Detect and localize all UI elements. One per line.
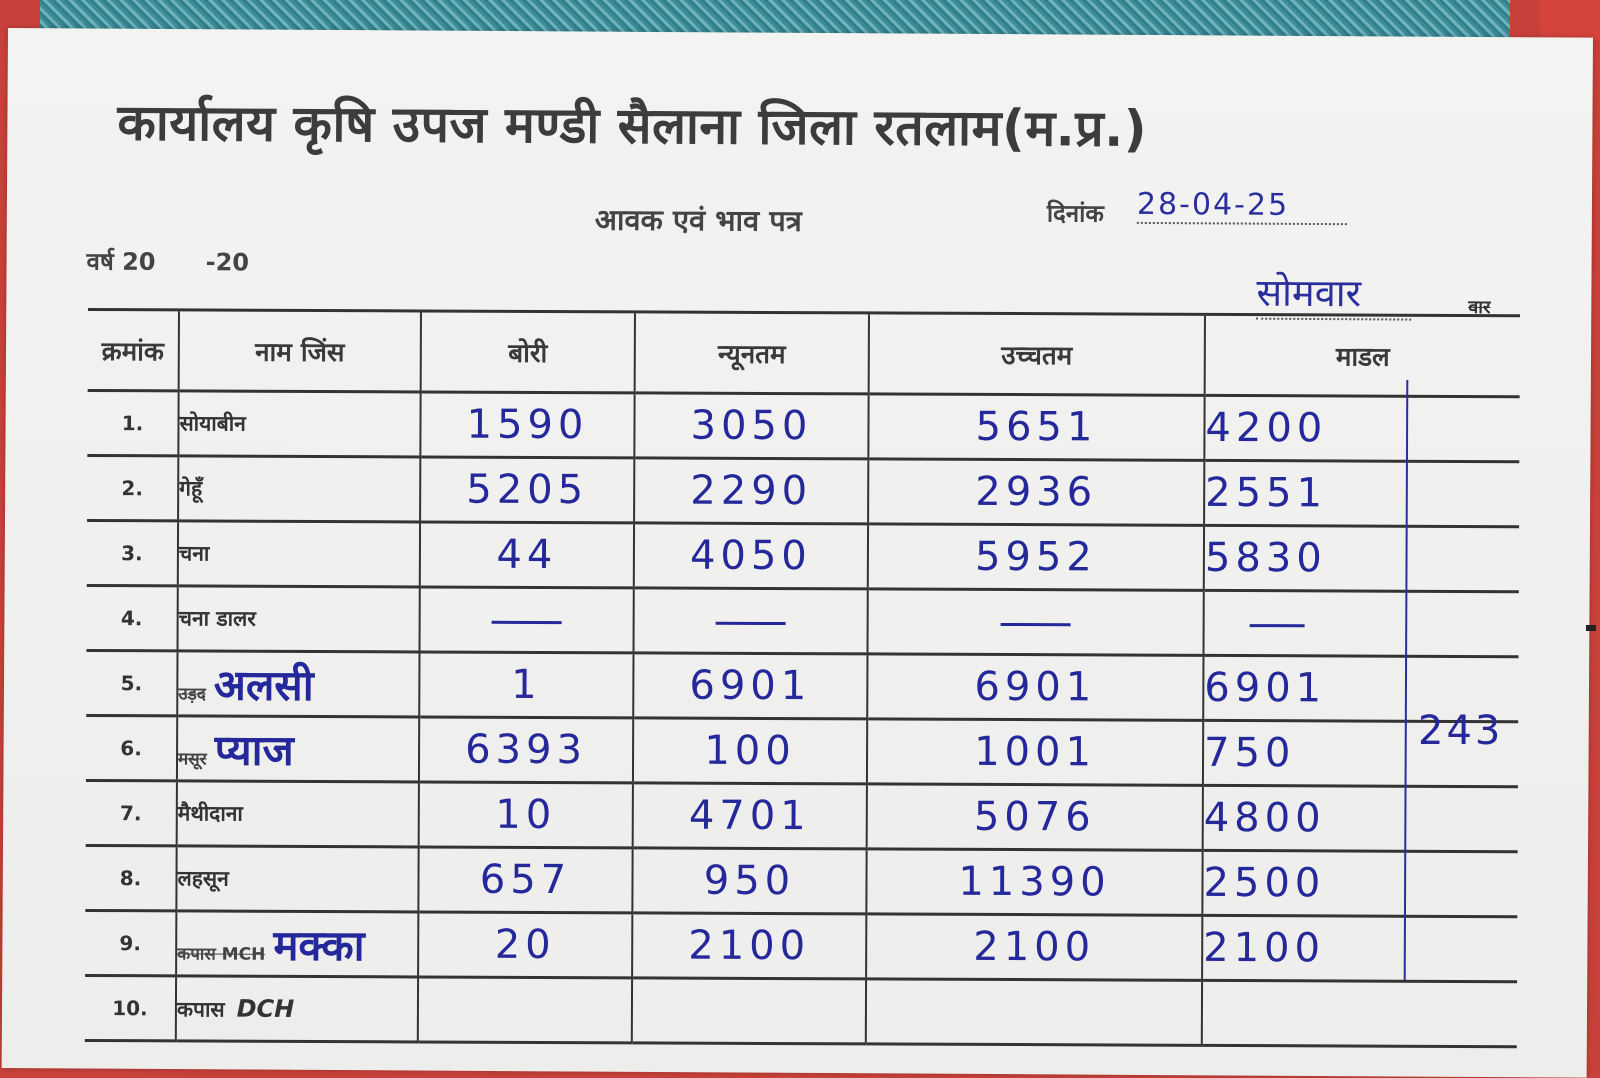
- row-bags: 44: [419, 521, 635, 588]
- row-serial: 7.: [85, 780, 177, 846]
- row-commodity: सोयाबीन: [178, 390, 421, 457]
- struck-name: मसूर: [177, 748, 207, 770]
- row-max: 5076: [866, 783, 1203, 851]
- dash-mark: [1000, 622, 1071, 626]
- extra-value-note: 243: [1418, 708, 1504, 754]
- col-header-commodity: नाम जिंस: [178, 309, 421, 392]
- table-row: 3. चना 44 4050 5952 5830: [86, 520, 1520, 592]
- row-min: 100: [632, 717, 868, 784]
- row-model: 5830: [1203, 525, 1520, 592]
- dash-mark: [491, 620, 562, 624]
- row-model: 4800: [1202, 785, 1518, 852]
- row-bags: 6393: [418, 716, 634, 783]
- table-row: 10. कपास DCH: [84, 975, 1518, 1047]
- row-min: 3050: [634, 392, 869, 459]
- date-value: 28-04-25: [1136, 186, 1348, 226]
- row-min: 950: [632, 847, 867, 914]
- dash-mark: [715, 621, 786, 625]
- row-serial: 6.: [85, 715, 178, 781]
- background-red-strip: [1540, 0, 1600, 40]
- row-model: 2551: [1204, 460, 1520, 527]
- binding-clip: [1586, 625, 1596, 631]
- table-row: 1. सोयाबीन 1590 3050 5651 4200: [87, 390, 1520, 462]
- row-commodity: चना डालर: [177, 585, 420, 652]
- row-commodity: मसूर प्याज: [176, 715, 420, 782]
- table-row: 8. लहसून 657 950 11390 2500: [85, 845, 1518, 917]
- row-serial: 3.: [86, 520, 179, 586]
- row-max: 6901: [867, 653, 1204, 721]
- row-bags: 10: [418, 781, 633, 848]
- year-label: वर्ष 20 -20: [86, 247, 250, 277]
- row-max: 2936: [868, 458, 1205, 526]
- row-serial: 10.: [84, 975, 177, 1041]
- row-bags: 657: [418, 846, 633, 913]
- row-max: [865, 978, 1203, 1046]
- table-row: 2. गेहूँ 5205 2290 2936 2551: [87, 455, 1520, 527]
- col-header-serial: क्रमांक: [87, 309, 179, 391]
- date-label: दिनांक: [1046, 199, 1104, 228]
- page-title: कार्यालय कृषि उपज मण्डी सैलाना जिला रतला…: [117, 93, 1148, 158]
- handwritten-name: प्याज: [214, 725, 294, 775]
- table-row: 4. चना डालर: [86, 585, 1519, 657]
- row-model: 2500: [1202, 850, 1518, 917]
- commodity-variant: DCH: [236, 994, 295, 1023]
- row-serial: 9.: [85, 910, 177, 976]
- row-commodity: उड़द अलसी: [177, 650, 420, 717]
- table-row: 7. मैथीदाना 10 4701 5076 4800: [85, 780, 1518, 852]
- row-model: [1201, 980, 1518, 1047]
- row-min-dash: [633, 587, 868, 654]
- row-commodity: कपास MCH मक्का: [176, 910, 419, 977]
- row-bags-dash: [419, 586, 634, 653]
- handwritten-name: अलसी: [213, 660, 314, 710]
- row-max-dash: [867, 588, 1204, 656]
- row-max: 1001: [866, 718, 1204, 786]
- row-bags: [417, 976, 633, 1043]
- handwritten-name: मक्का: [273, 920, 365, 970]
- arrival-rate-table: क्रमांक नाम जिंस बोरी न्यूनतम उच्चतम माड…: [84, 308, 1520, 1048]
- row-min: 6901: [633, 652, 868, 719]
- row-serial: 4.: [86, 585, 178, 651]
- col-header-min: न्यूनतम: [634, 311, 869, 394]
- col-header-model: माडल: [1204, 314, 1520, 397]
- row-min: [631, 977, 867, 1044]
- col-header-max: उच्चतम: [868, 312, 1205, 396]
- table-row: 9. कपास MCH मक्का 20 2100 2100 2100: [85, 910, 1518, 982]
- row-serial: 5.: [86, 650, 178, 716]
- table-header-row: क्रमांक नाम जिंस बोरी न्यूनतम उच्चतम माड…: [87, 309, 1520, 397]
- row-max: 11390: [866, 848, 1203, 916]
- row-commodity: गेहूँ: [178, 455, 421, 522]
- row-model: 4200: [1204, 395, 1520, 462]
- row-min: 2290: [634, 457, 869, 524]
- row-serial: 8.: [85, 845, 177, 911]
- row-max: 2100: [866, 913, 1203, 981]
- row-max: 5952: [867, 523, 1205, 591]
- row-bags: 20: [418, 911, 633, 978]
- row-model: 2100: [1202, 915, 1518, 982]
- row-serial: 1.: [87, 390, 179, 456]
- row-commodity: लहसून: [176, 845, 419, 912]
- row-commodity: कपास DCH: [175, 975, 419, 1042]
- row-min: 4701: [632, 782, 867, 849]
- row-model-dash: [1203, 590, 1519, 657]
- dash-mark: [1249, 623, 1305, 627]
- row-serial: 2.: [87, 455, 179, 521]
- row-max: 5651: [868, 393, 1205, 461]
- struck-name: उड़द: [178, 683, 206, 705]
- row-min: 2100: [632, 912, 867, 979]
- commodity-name: कपास: [176, 996, 225, 1022]
- page-subtitle: आवक एवं भाव पत्र: [594, 202, 802, 238]
- table-row: 5. उड़द अलसी 1 6901 6901 6901: [86, 650, 1519, 722]
- row-bags: 1: [419, 651, 634, 718]
- row-bags: 1590: [420, 391, 635, 458]
- row-commodity: चना: [177, 520, 421, 587]
- row-bags: 5205: [420, 456, 635, 523]
- struck-name: कपास MCH: [177, 943, 266, 965]
- table-row: 6. मसूर प्याज 6393 100 1001 750: [85, 715, 1519, 787]
- row-commodity: मैथीदाना: [176, 780, 419, 847]
- row-min: 4050: [633, 522, 869, 589]
- col-header-bags: बोरी: [420, 310, 635, 393]
